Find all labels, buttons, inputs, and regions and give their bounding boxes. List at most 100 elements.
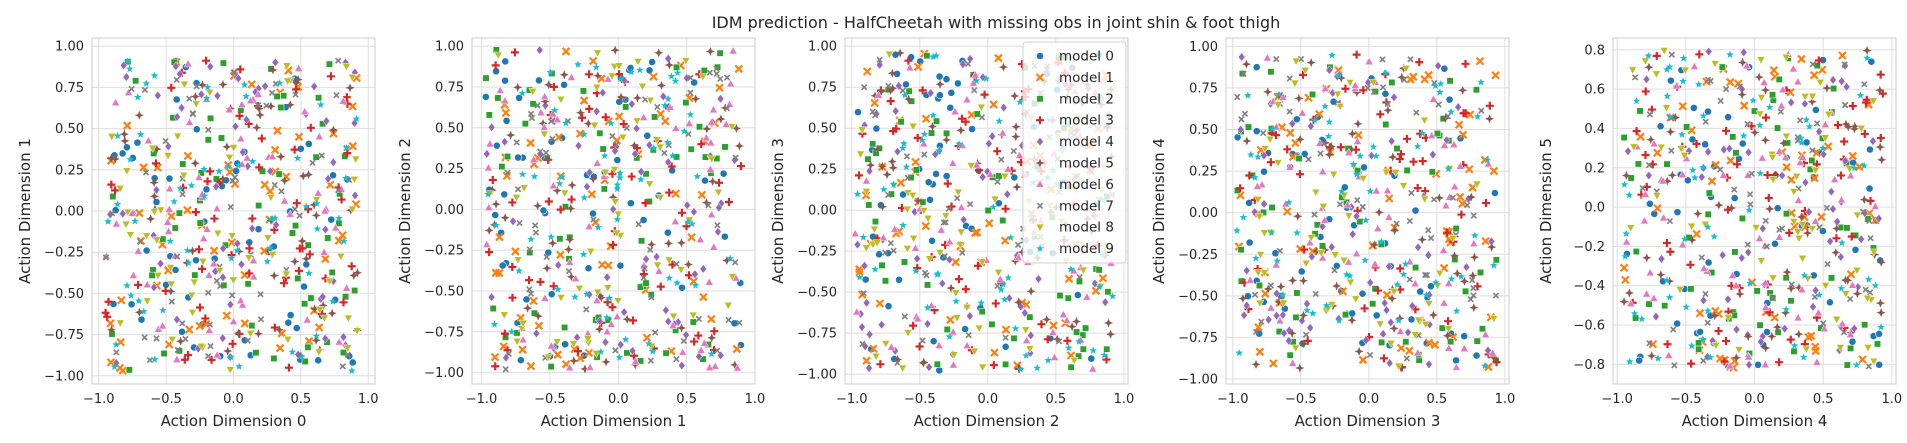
point-model-9 [1871, 281, 1880, 289]
point-model-6 [962, 95, 972, 103]
point-model-0 [1773, 204, 1782, 213]
x-axis-label: Action Dimension 4 [1682, 412, 1828, 430]
point-model-8 [1260, 145, 1270, 154]
point-model-5 [274, 325, 284, 335]
point-model-6 [1262, 53, 1272, 62]
point-model-9 [242, 92, 250, 100]
point-model-8 [152, 236, 162, 245]
point-model-2 [1342, 311, 1350, 319]
point-model-8 [1330, 251, 1340, 260]
point-model-7 [1631, 74, 1639, 81]
point-model-9 [616, 74, 625, 82]
point-model-3 [210, 214, 219, 223]
point-model-7 [713, 65, 720, 72]
point-model-9 [131, 217, 139, 225]
point-model-6 [1370, 259, 1380, 268]
point-model-8 [189, 278, 199, 287]
point-model-0 [942, 75, 951, 84]
point-model-8 [1021, 326, 1031, 335]
point-model-2 [687, 145, 695, 153]
point-model-5 [647, 239, 657, 249]
point-model-2 [1412, 264, 1420, 272]
point-model-4 [322, 116, 331, 126]
point-model-8 [1820, 134, 1830, 143]
point-model-5 [190, 158, 200, 168]
point-model-8 [1345, 79, 1355, 88]
point-model-2 [864, 155, 872, 163]
point-model-1 [1430, 340, 1440, 350]
point-model-8 [976, 103, 986, 112]
point-model-4 [1827, 186, 1836, 197]
point-model-1 [1282, 207, 1292, 216]
point-model-0 [1252, 127, 1261, 136]
point-model-2 [1705, 189, 1713, 197]
point-model-8 [857, 126, 867, 135]
point-model-1 [951, 257, 960, 267]
point-model-3 [1461, 109, 1470, 118]
point-model-6 [334, 337, 344, 346]
point-model-4 [1387, 136, 1396, 146]
point-model-5 [593, 71, 603, 81]
point-model-7 [1468, 276, 1476, 284]
point-model-4 [248, 223, 256, 234]
point-model-5 [311, 335, 321, 345]
point-model-9 [982, 74, 990, 82]
y-tick-label: −0.25 [44, 246, 84, 261]
point-model-9 [1422, 290, 1431, 299]
point-model-5 [106, 325, 116, 335]
point-model-4 [690, 207, 698, 217]
point-model-4 [1242, 265, 1251, 276]
point-model-9 [113, 131, 122, 140]
point-model-9 [554, 285, 562, 293]
point-model-8 [1687, 222, 1697, 231]
point-model-3 [1876, 70, 1885, 79]
point-model-6 [484, 202, 494, 211]
point-model-3 [198, 264, 207, 273]
point-model-8 [142, 232, 152, 241]
point-model-2 [1002, 360, 1010, 368]
point-model-4 [154, 90, 162, 101]
point-model-9 [200, 191, 209, 200]
point-model-4 [1414, 242, 1422, 253]
point-model-8 [1078, 266, 1088, 275]
legend-label: model 9 [1059, 241, 1114, 257]
point-model-7 [723, 105, 731, 112]
point-model-0 [954, 79, 962, 88]
point-model-9 [1393, 280, 1402, 289]
point-model-5 [882, 170, 892, 180]
point-model-2 [1260, 208, 1268, 216]
point-model-5 [1263, 284, 1273, 294]
point-model-4 [152, 185, 161, 195]
point-model-9 [127, 291, 135, 299]
y-axis-label: Action Dimension 5 [1537, 138, 1555, 284]
point-model-7 [647, 246, 654, 253]
point-model-3 [1848, 101, 1857, 110]
point-model-5 [1389, 323, 1399, 333]
point-model-7 [1809, 147, 1816, 154]
point-model-3 [290, 145, 299, 154]
point-model-8 [610, 198, 620, 207]
point-model-3 [1482, 199, 1491, 208]
point-model-9 [1694, 80, 1703, 88]
point-model-9 [627, 68, 636, 76]
point-model-0 [1245, 238, 1254, 247]
point-model-9 [267, 215, 275, 223]
point-model-7 [583, 306, 590, 313]
point-model-6 [1678, 170, 1687, 179]
point-model-0 [1867, 57, 1876, 66]
point-model-3 [508, 293, 517, 302]
point-model-6 [1760, 278, 1770, 287]
point-model-4 [1842, 82, 1851, 92]
point-model-3 [1632, 127, 1641, 136]
point-model-9 [1782, 305, 1790, 313]
point-model-4 [173, 112, 181, 122]
point-model-2 [1627, 174, 1635, 182]
point-model-1 [338, 230, 347, 240]
point-model-2 [482, 74, 490, 82]
point-model-0 [1763, 328, 1771, 336]
point-model-6 [1659, 213, 1669, 222]
point-model-7 [921, 151, 928, 158]
point-model-3 [207, 355, 216, 364]
point-model-9 [955, 140, 963, 148]
point-model-7 [885, 191, 892, 199]
